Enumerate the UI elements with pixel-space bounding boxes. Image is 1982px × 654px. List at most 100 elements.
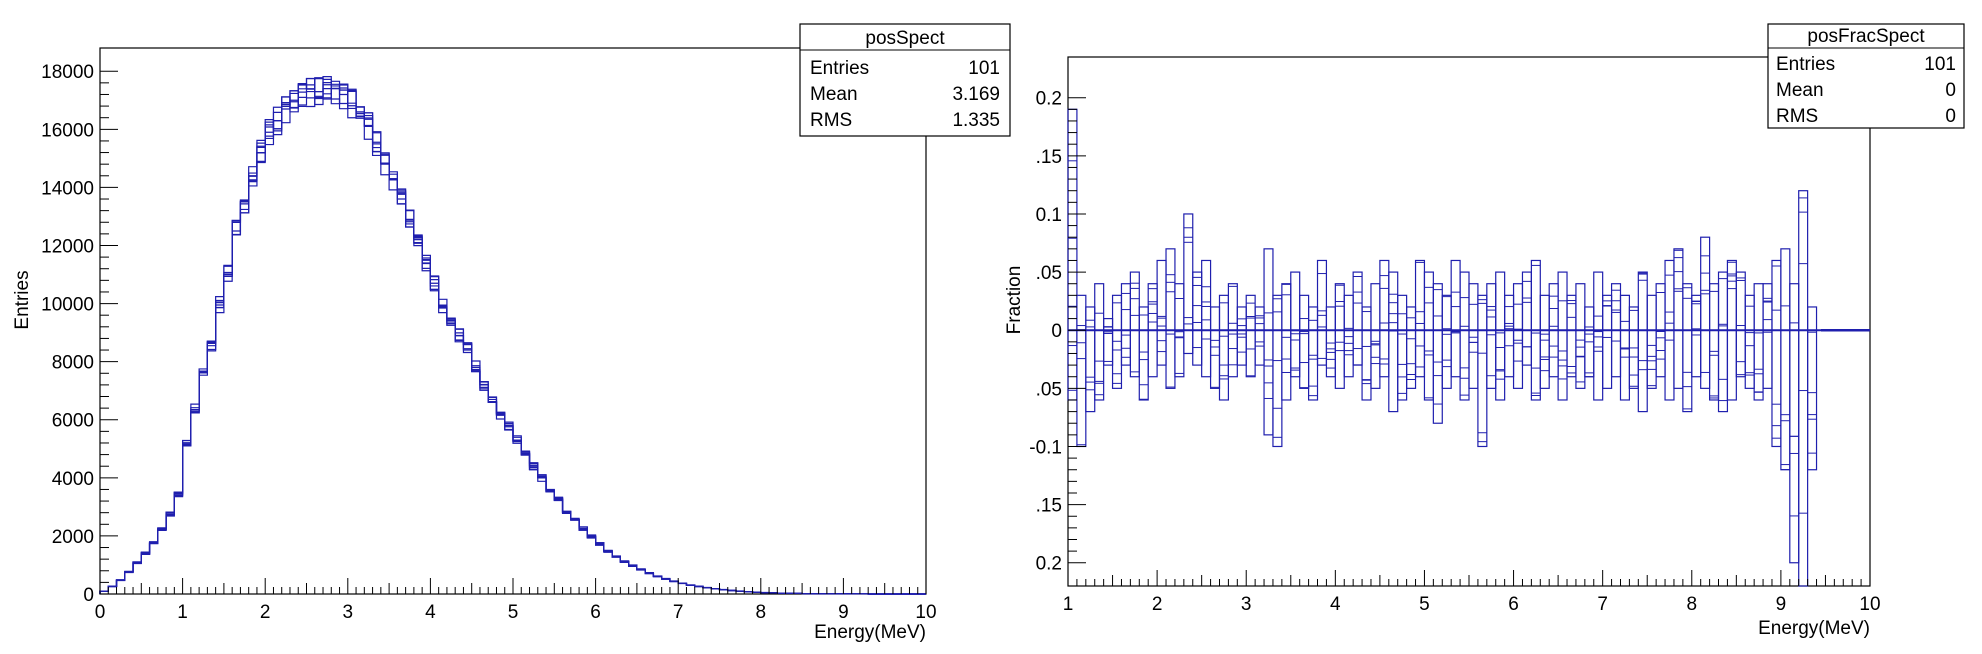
x-tick-label: 4: [1330, 594, 1341, 615]
bin-envelope: [1700, 236, 1711, 389]
bin-envelope: [1807, 306, 1818, 471]
x-tick-label: 6: [1508, 594, 1519, 615]
bin-envelope: [1272, 294, 1283, 448]
x-tick-label: 3: [1241, 594, 1252, 615]
axes: 0 1 2 3 4 5 6 7 8 9 10 0 2000 4000 6000 8000 10000 12000 1…: [41, 62, 936, 623]
stats-value-entries: 101: [1924, 54, 1956, 75]
bin-envelope: [1343, 294, 1354, 378]
stats-label-entries: Entries: [1776, 54, 1835, 75]
x-tick-label: 1: [177, 602, 188, 623]
bin-envelope: [1120, 283, 1131, 366]
stats-box: posSpect Entries 101 Mean 3.169 RMS 1.33…: [799, 23, 1011, 137]
axes: 1 2 3 4 5 6 7 8 9 10 0.2 .15 -0.1 .05 0 .05 0.1 .15 0.2: [1029, 89, 1880, 615]
bin-envelope: [1129, 271, 1140, 378]
x-tick-label: 1: [1063, 594, 1074, 615]
bin-envelope: [1521, 271, 1532, 366]
y-tick-label: 6000: [52, 411, 94, 432]
bin-envelope: [1512, 283, 1524, 389]
y-tick-label: .15: [1036, 496, 1062, 517]
y-tick-label: 12000: [41, 236, 94, 257]
histogram-line: [99, 77, 926, 595]
bin-envelope: [1539, 294, 1550, 389]
bin-envelope: [1423, 271, 1434, 401]
x-tick-label: 6: [590, 602, 601, 623]
stats-box-frame: [799, 23, 1011, 137]
bin-envelope: [1477, 294, 1488, 448]
bin-envelope: [1111, 294, 1123, 389]
bin-envelope: [1192, 271, 1203, 366]
y-tick-label: 10000: [41, 295, 94, 316]
bin-envelope: [1352, 271, 1363, 366]
bin-envelope: [1780, 248, 1791, 471]
bin-envelope: [1103, 317, 1114, 366]
stats-box-frame: [1767, 23, 1965, 129]
stats-label-mean: Mean: [1776, 80, 1824, 101]
y-tick-label: 0.2: [1036, 89, 1062, 110]
x-tick-label: 2: [260, 602, 271, 623]
y-tick-label: 4000: [52, 469, 94, 490]
stats-label-rms: RMS: [1776, 106, 1818, 127]
bin-envelope: [1334, 283, 1345, 389]
bin-envelope: [1575, 283, 1586, 389]
stats-box: posFracSpect Entries 101 Mean 0 RMS 0: [1767, 23, 1965, 129]
bin-envelope: [1646, 294, 1657, 389]
stats-value-mean: 3.169: [952, 84, 1000, 105]
x-tick-label: 7: [673, 602, 684, 623]
x-tick-label: 3: [343, 602, 354, 623]
bin-envelope: [1201, 259, 1212, 378]
bin-envelope: [1762, 283, 1773, 389]
histogram-line: [99, 77, 926, 595]
y-tick-label: .05: [1036, 263, 1062, 284]
y-tick-label: 8000: [52, 353, 94, 374]
y-tick-label: 0.2: [1036, 554, 1062, 575]
bin-envelope: [1771, 259, 1782, 448]
fraction-pad: 1 2 3 4 5 6 7 8 9 10 0.2 .15 -0.1 .05 0 .05 0.1 .15 0.2 Fr…: [1004, 23, 1965, 639]
bin-envelope: [1076, 294, 1087, 448]
bin-envelope: [1495, 271, 1506, 401]
bin-envelope: [1789, 283, 1800, 564]
stats-label-rms: RMS: [810, 110, 852, 131]
bin-envelope: [1183, 213, 1194, 355]
x-axis-label: Energy(MeV): [814, 622, 926, 643]
y-tick-label: 0.1: [1036, 205, 1062, 226]
histogram-line: [99, 82, 926, 595]
y-tick-label: .15: [1036, 147, 1062, 168]
x-tick-label: 9: [1776, 594, 1787, 615]
bin-envelope: [1281, 283, 1292, 401]
histogram-series: [99, 76, 926, 595]
stats-value-rms: 0: [1945, 106, 1956, 127]
y-tick-label: 0: [83, 585, 94, 606]
bin-envelope: [1209, 306, 1221, 389]
bin-envelope: [1602, 294, 1613, 389]
bin-envelope: [1218, 294, 1230, 401]
histogram-line: [99, 76, 926, 595]
bin-envelope: [1593, 271, 1604, 401]
bin-envelope: [1691, 294, 1702, 378]
y-tick-label: 2000: [52, 527, 94, 548]
stats-label-mean: Mean: [810, 84, 858, 105]
bin-envelope: [1717, 271, 1729, 413]
x-tick-label: 8: [756, 602, 767, 623]
bin-envelope: [1682, 283, 1693, 413]
y-tick-label: .05: [1036, 379, 1062, 400]
histogram-line: [99, 78, 926, 595]
stats-box-title: posSpect: [865, 28, 945, 49]
x-tick-label: 5: [508, 602, 519, 623]
histogram-series: [1067, 108, 1870, 587]
x-tick-label: 0: [95, 602, 106, 623]
histogram-line: [99, 87, 926, 595]
y-tick-label: 18000: [41, 62, 94, 83]
x-tick-label: 8: [1686, 594, 1697, 615]
bin-envelope: [1798, 190, 1809, 587]
bin-envelope: [1744, 294, 1755, 389]
bin-envelope: [1406, 306, 1417, 389]
bin-envelope: [1361, 306, 1372, 401]
bin-envelope: [1566, 294, 1577, 378]
x-tick-label: 7: [1597, 594, 1608, 615]
bin-envelope: [1138, 306, 1149, 401]
x-tick-label: 10: [1859, 594, 1880, 615]
bin-envelope: [1236, 306, 1247, 366]
bin-envelope: [1735, 271, 1746, 378]
spectrum-pad: 0 1 2 3 4 5 6 7 8 9 10 0 2000 4000 6000 8000 10000 12000 1…: [12, 23, 1011, 643]
bin-envelope: [1486, 283, 1497, 389]
